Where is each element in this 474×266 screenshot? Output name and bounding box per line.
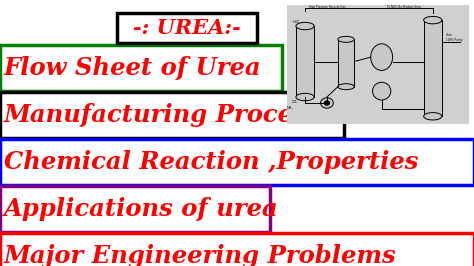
Text: Chemical Reaction ,Properties: Chemical Reaction ,Properties <box>4 150 418 174</box>
Ellipse shape <box>424 16 442 24</box>
Text: Applications of urea: Applications of urea <box>4 197 279 221</box>
Text: Major Engineering Problems: Major Engineering Problems <box>4 244 396 266</box>
Bar <box>424 20 442 116</box>
Circle shape <box>324 101 329 105</box>
Text: NH₃: NH₃ <box>287 106 293 110</box>
Text: CO₂: CO₂ <box>292 100 299 104</box>
Ellipse shape <box>338 36 354 42</box>
Text: To NH3, By-Product Urea: To NH3, By-Product Urea <box>387 5 421 9</box>
Bar <box>118 13 257 43</box>
Bar <box>0 233 474 266</box>
Text: Urea
100% Purity: Urea 100% Purity <box>446 33 462 42</box>
Text: Flow Sheet of Urea: Flow Sheet of Urea <box>4 56 262 80</box>
Text: High Pressure Recycle Gas: High Pressure Recycle Gas <box>309 5 345 9</box>
Ellipse shape <box>371 44 392 70</box>
Ellipse shape <box>373 82 391 100</box>
Ellipse shape <box>296 93 314 101</box>
Bar <box>0 186 270 232</box>
Bar <box>0 139 474 185</box>
Text: H₂O: H₂O <box>292 20 299 24</box>
Ellipse shape <box>296 22 314 30</box>
Bar <box>0 92 344 138</box>
Bar <box>0 45 282 91</box>
Ellipse shape <box>424 113 442 120</box>
Ellipse shape <box>338 84 354 90</box>
Bar <box>338 39 354 87</box>
Circle shape <box>320 98 333 108</box>
Text: Manufacturing Process: Manufacturing Process <box>4 103 321 127</box>
Text: -: UREA:-: -: UREA:- <box>133 18 241 38</box>
Bar <box>296 26 314 97</box>
